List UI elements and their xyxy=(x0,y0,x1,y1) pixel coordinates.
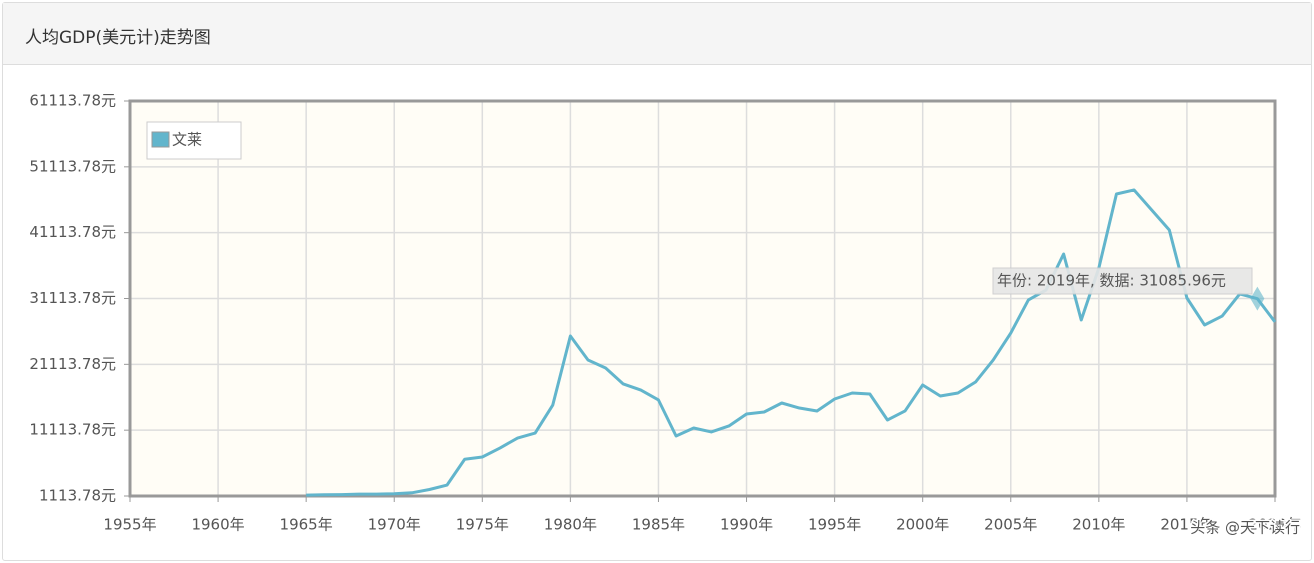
watermark: 头条 @天下读行 xyxy=(1190,519,1300,537)
highlight-point xyxy=(1250,286,1265,311)
y-tick-label: 51113.78元 xyxy=(29,157,116,175)
x-tick-label: 1970年 xyxy=(368,516,421,534)
panel-title: 人均GDP(美元计)走势图 xyxy=(25,28,211,48)
plot-border xyxy=(128,99,1277,498)
y-tick-label: 11113.78元 xyxy=(29,421,116,439)
x-tick-label: 1980年 xyxy=(544,516,597,534)
y-tick-label: 31113.78元 xyxy=(29,289,116,307)
x-tick-label: 1955年 xyxy=(103,516,156,534)
x-tick-label: 2020年 xyxy=(1248,516,1301,534)
x-tick-label: 1965年 xyxy=(280,516,333,534)
legend-label: 文莱 xyxy=(172,131,202,149)
x-tick-label: 2015年 xyxy=(1160,516,1213,534)
x-tick-label: 2010年 xyxy=(1072,516,1125,534)
y-tick-label: 1113.78元 xyxy=(39,487,116,505)
x-tick-label: 1985年 xyxy=(632,516,685,534)
y-tick-label: 21113.78元 xyxy=(29,355,116,373)
legend: 文莱 xyxy=(146,121,242,160)
y-tick-label: 61113.78元 xyxy=(29,92,116,110)
tooltip-text: 年份: 2019年, 数据: 31085.96元 xyxy=(997,272,1226,290)
y-tick-label: 41113.78元 xyxy=(29,223,116,241)
x-tick-label: 2005年 xyxy=(984,516,1037,534)
tooltip-box xyxy=(992,267,1253,295)
panel-header: 人均GDP(美元计)走势图 xyxy=(3,3,1311,65)
legend-swatch xyxy=(151,131,170,148)
x-tick-label: 2000年 xyxy=(896,516,949,534)
x-tick-label: 1975年 xyxy=(456,516,509,534)
data-line xyxy=(306,188,1277,497)
x-tick-label: 1960年 xyxy=(191,516,244,534)
x-tick-label: 1990年 xyxy=(720,516,773,534)
x-tick-label: 1995年 xyxy=(808,516,861,534)
